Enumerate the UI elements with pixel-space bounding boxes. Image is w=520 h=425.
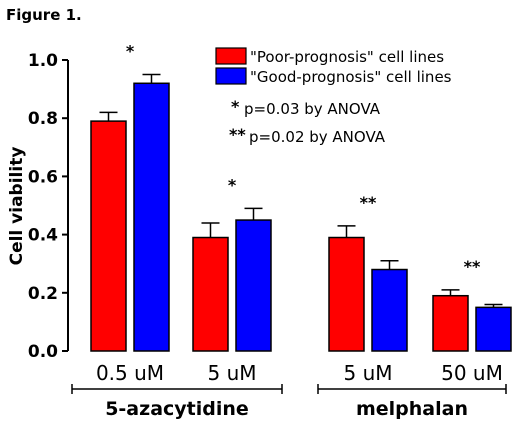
x-tick-labels: 0.5 uM 5 uM 5 uM 50 uM — [96, 361, 503, 385]
bars: ****** — [90, 42, 512, 352]
y-tick-label: 0.0 — [28, 342, 58, 362]
note-text-2: p=0.02 by ANOVA — [249, 128, 386, 146]
legend-label-good: "Good-prognosis" cell lines — [250, 68, 452, 86]
legend-swatch-good — [215, 67, 247, 85]
x-tick-label: 5 uM — [343, 361, 392, 385]
y-tick-label: 1.0 — [28, 51, 58, 71]
y-tick-label: 0.6 — [28, 167, 58, 187]
bar — [371, 268, 408, 352]
legend-swatch-poor — [215, 47, 247, 65]
bar — [475, 306, 512, 352]
note-text-1: p=0.03 by ANOVA — [244, 100, 381, 118]
x-tick-label: 50 uM — [441, 361, 503, 385]
bar — [133, 82, 170, 352]
legend: "Poor-prognosis" cell lines "Good-progno… — [215, 47, 452, 86]
figure-label: Figure 1. — [6, 6, 82, 24]
x-tick-label: 5 uM — [207, 361, 256, 385]
bar — [90, 120, 127, 352]
y-axis: 0.0 0.2 0.4 0.6 0.8 1.0 — [28, 51, 69, 362]
group-labels: 5-azacytidine melphalan — [71, 384, 507, 420]
note-mark-2: ** — [229, 125, 246, 144]
y-tick-label: 0.2 — [28, 284, 58, 304]
bar — [235, 219, 272, 352]
bar — [328, 236, 365, 352]
group-label: 5-azacytidine — [105, 398, 249, 420]
y-tick-label: 0.4 — [28, 226, 58, 246]
group-label: melphalan — [356, 398, 468, 420]
legend-label-poor: "Poor-prognosis" cell lines — [250, 48, 444, 66]
y-axis-label: Cell viability — [7, 147, 27, 266]
bar — [432, 294, 469, 352]
significance-marker: ** — [360, 193, 377, 212]
significance-marker: * — [228, 175, 237, 194]
significance-marker: ** — [464, 257, 481, 276]
x-tick-label: 0.5 uM — [96, 361, 164, 385]
significance-notes: * p=0.03 by ANOVA ** p=0.02 by ANOVA — [229, 97, 386, 146]
bar — [192, 236, 229, 352]
significance-marker: * — [126, 42, 135, 61]
y-tick-label: 0.8 — [28, 109, 58, 129]
note-mark-1: * — [231, 97, 240, 116]
